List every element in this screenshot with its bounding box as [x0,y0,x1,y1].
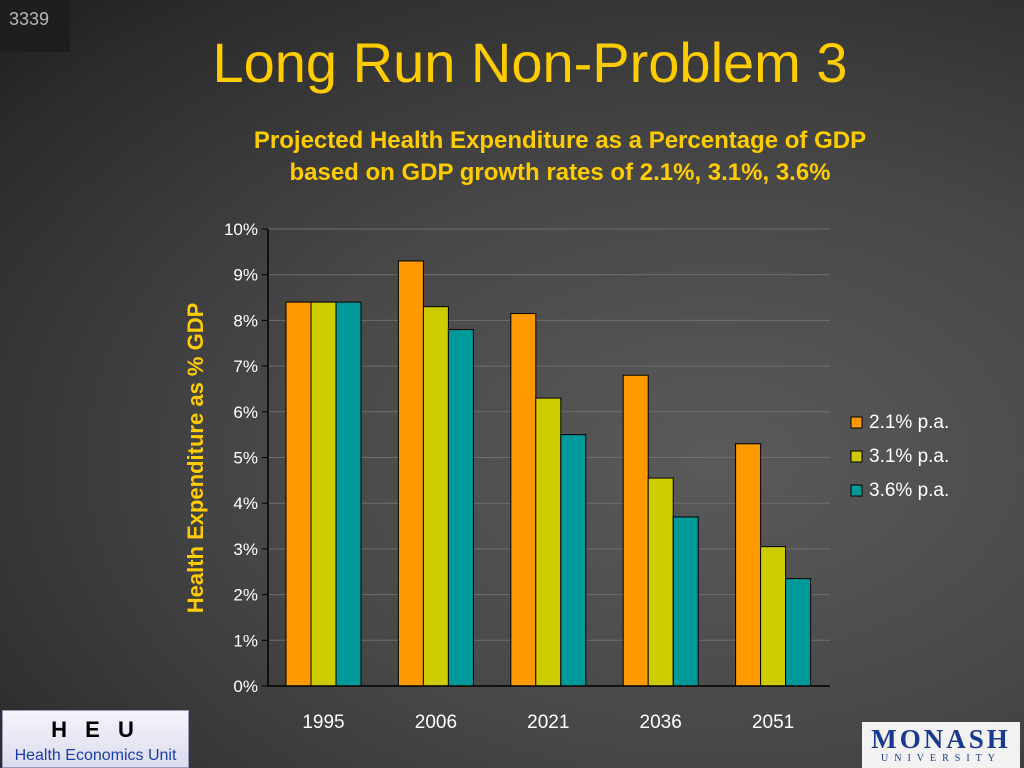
bar-2006-2-1-p-a [397,260,424,687]
bar-1995-3-6-p-a [335,301,362,687]
slide-number: 3339 [0,0,70,52]
bar-2036-3-1-p-a [647,477,674,687]
y-tick-label: 10% [224,220,258,239]
legend: 2.1% p.a. 3.1% p.a. 3.6% p.a. [850,412,949,501]
y-tick-label: 9% [233,266,258,285]
bar-2021-2-1-p-a [510,313,537,687]
bar-1995-2-1-p-a [285,301,312,687]
y-tick-label: 1% [233,631,258,650]
x-tick-label: 1995 [302,712,344,733]
y-tick-label: 5% [233,449,258,468]
bar-2006-3-6-p-a [447,329,474,687]
x-tick-label: 2006 [415,712,457,733]
monash-logo: MONASH UNIVERSITY [862,722,1020,768]
y-tick-label: 4% [233,494,258,513]
x-tick-label: 2021 [527,712,569,733]
x-tick-labels: 1995 2006 2021 2036 2051 [302,712,794,733]
y-tick-label: 7% [233,357,258,376]
heu-name: Health Economics Unit [14,747,177,764]
bar-2051-3-6-p-a [785,578,812,687]
y-tick-label: 6% [233,403,258,422]
axes [262,228,830,687]
chart-title: Projected Health Expenditure as a Percen… [30,125,1024,189]
legend-label: 3.6% p.a. [869,480,949,501]
legend-swatch [850,416,863,429]
monash-name: MONASH [871,724,1011,754]
y-tick-label: 8% [233,311,258,330]
bar-2021-3-1-p-a [535,397,562,687]
chart-title-line-2: based on GDP growth rates of 2.1%, 3.1%,… [289,159,831,186]
slide-title: Long Run Non-Problem 3 [212,31,848,94]
y-tick-label: 3% [233,540,258,559]
bar-2036-3-6-p-a [672,516,699,687]
bar-2006-3-1-p-a [422,306,449,687]
legend-swatch [850,484,863,497]
x-tick-label: 2051 [752,712,794,733]
monash-subtitle: UNIVERSITY [881,753,1001,764]
bar-2051-2-1-p-a [735,443,762,687]
chart-title-line-1: Projected Health Expenditure as a Percen… [253,127,867,154]
bar-1995-3-1-p-a [310,301,337,687]
y-axis-label: Health Expenditure as % GDP [183,303,208,614]
heu-logo: H E U [51,717,140,742]
legend-label: 2.1% p.a. [869,412,949,433]
bar-2051-3-1-p-a [760,546,787,687]
legend-swatch [850,450,863,463]
legend-label: 3.1% p.a. [869,446,949,467]
heu-logo-box: H E U Health Economics Unit [2,710,189,768]
y-tick-labels: 0% 1% 2% 3% 4% 5% 6% 7% 8% 9% 10% [224,220,258,696]
bar-2036-2-1-p-a [622,374,649,687]
bar-2021-3-6-p-a [560,434,587,687]
x-tick-label: 2036 [640,712,682,733]
y-tick-label: 0% [233,677,258,696]
bars [285,260,812,687]
y-tick-label: 2% [233,586,258,605]
